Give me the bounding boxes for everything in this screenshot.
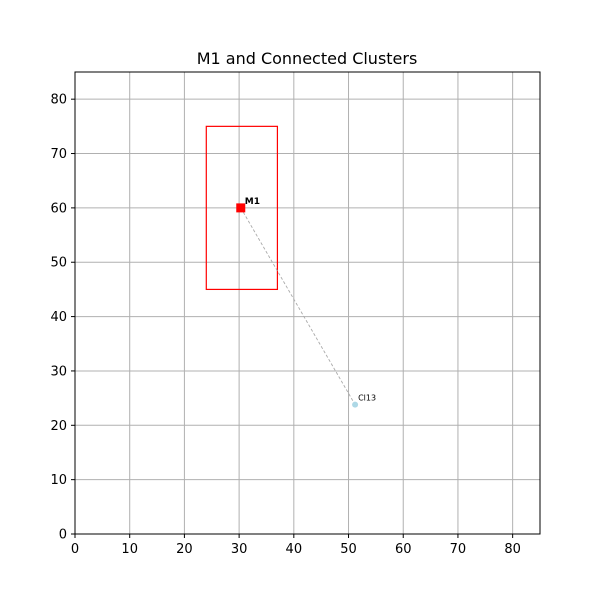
x-tick-label: 20 xyxy=(176,542,193,557)
connection-line xyxy=(240,207,356,405)
y-tick-label: 80 xyxy=(50,93,67,108)
y-tick-label: 20 xyxy=(50,419,67,434)
plot-frame xyxy=(74,71,541,535)
y-tick-label: 40 xyxy=(50,310,67,325)
x-tick-label: 10 xyxy=(121,542,138,557)
grid xyxy=(74,72,540,535)
y-tick-label: 60 xyxy=(50,201,67,216)
point-marker-m1 xyxy=(236,203,246,213)
point-label-cl13: Cl13 xyxy=(358,394,376,403)
y-tick-label: 70 xyxy=(50,147,67,162)
y-tick-label: 0 xyxy=(59,528,67,543)
x-tick-label: 50 xyxy=(340,542,357,557)
plot-area: M1 Cl13 xyxy=(205,125,376,408)
y-tick-label: 50 xyxy=(50,256,67,271)
point-marker-cl13 xyxy=(352,401,359,408)
y-tick-label: 10 xyxy=(50,473,67,488)
x-tick-label: 30 xyxy=(231,542,248,557)
x-tick-label: 80 xyxy=(504,542,521,557)
x-tick-label: 40 xyxy=(286,542,303,557)
x-tick-label: 60 xyxy=(395,542,412,557)
x-tick-label: 70 xyxy=(450,542,467,557)
x-tick-label: 0 xyxy=(71,542,79,557)
bounding-rect xyxy=(205,125,279,291)
chart-title: M1 and Connected Clusters xyxy=(197,49,418,68)
y-tick-label: 30 xyxy=(50,364,67,379)
point-label-m1: M1 xyxy=(245,197,260,207)
axes: 0 10 20 30 40 50 60 70 80 0 10 20 30 40 50 60 70 80 xyxy=(50,93,520,557)
